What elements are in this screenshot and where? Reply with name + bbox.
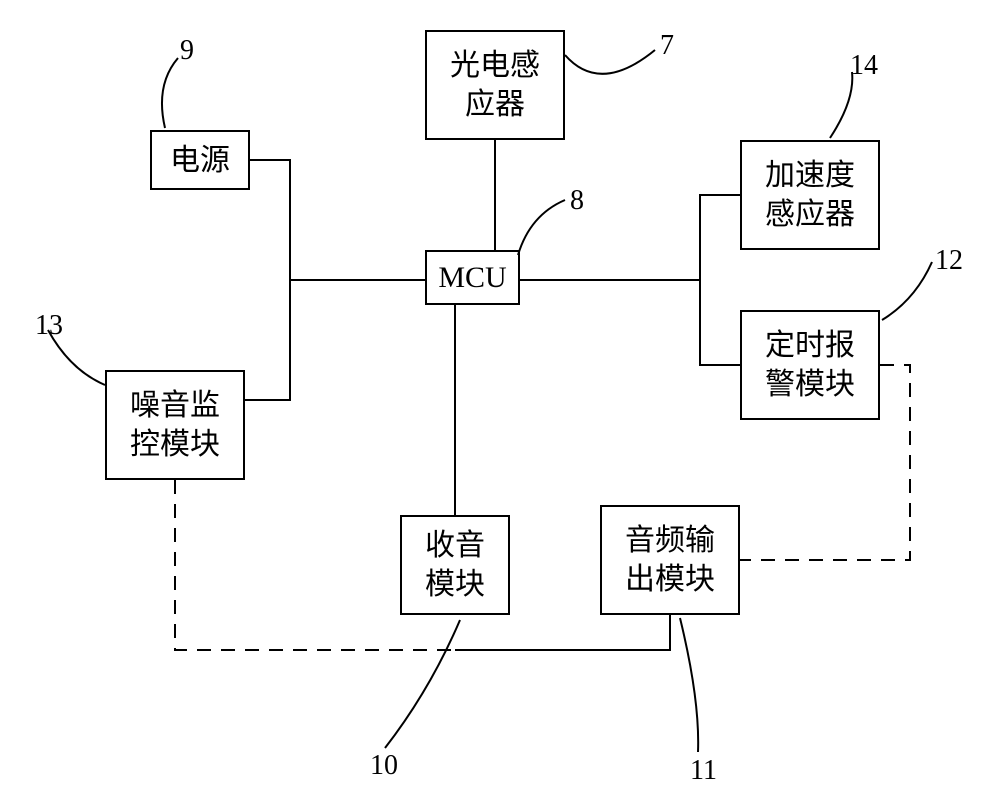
node-power: 电源 — [150, 130, 250, 190]
node-label: 噪音监 控模块 — [130, 386, 220, 464]
node-radio: 收音 模块 — [400, 515, 510, 615]
node-photo-sensor: 光电感 应器 — [425, 30, 565, 140]
node-label: 光电感 应器 — [450, 46, 540, 124]
node-label: MCU — [438, 258, 506, 297]
callout-10: 10 — [370, 750, 398, 782]
node-mcu: MCU — [425, 250, 520, 305]
callout-12: 12 — [935, 245, 963, 277]
node-label: 加速度 感应器 — [765, 156, 855, 234]
node-label: 音频输 出模块 — [625, 521, 715, 599]
node-audio-out: 音频输 出模块 — [600, 505, 740, 615]
callout-9: 9 — [180, 35, 194, 67]
node-timer-alarm: 定时报 警模块 — [740, 310, 880, 420]
callout-14: 14 — [850, 50, 878, 82]
callout-8: 8 — [570, 185, 584, 217]
diagram-canvas: 光电感 应器 电源 MCU 加速度 感应器 定时报 警模块 噪音监 控模块 收音… — [0, 0, 1000, 801]
node-label: 收音 模块 — [425, 526, 485, 604]
callout-13: 13 — [35, 310, 63, 342]
callout-11: 11 — [690, 755, 717, 787]
node-label: 电源 — [170, 141, 230, 180]
node-noise-monitor: 噪音监 控模块 — [105, 370, 245, 480]
node-accel-sensor: 加速度 感应器 — [740, 140, 880, 250]
callout-7: 7 — [660, 30, 674, 62]
node-label: 定时报 警模块 — [765, 326, 855, 404]
